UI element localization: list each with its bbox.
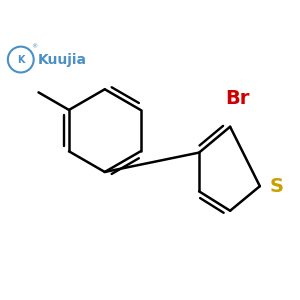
- Text: Br: Br: [226, 89, 250, 108]
- Text: K: K: [17, 55, 25, 64]
- Ellipse shape: [222, 88, 254, 109]
- Text: Kuujia: Kuujia: [38, 52, 87, 67]
- Text: S: S: [270, 177, 283, 196]
- Text: ®: ®: [31, 45, 38, 50]
- Ellipse shape: [268, 177, 286, 195]
